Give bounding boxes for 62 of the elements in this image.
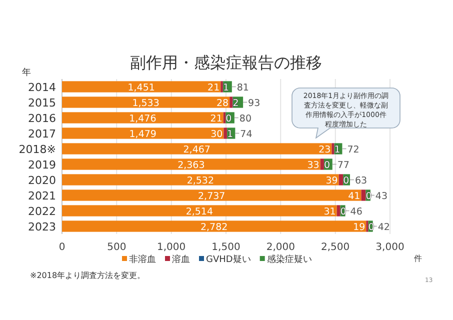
data-label: 2,514 xyxy=(186,206,214,218)
data-label: 80 xyxy=(239,113,252,124)
x-tick-label: 3,000 xyxy=(376,242,404,253)
data-label: 81 xyxy=(236,82,249,94)
data-label: 31 xyxy=(324,206,336,218)
y-tick-label: 2015 xyxy=(28,96,56,110)
y-tick-label: 2017 xyxy=(28,127,56,140)
data-label: 93 xyxy=(248,98,260,109)
data-label: 1,476 xyxy=(129,113,156,124)
data-label: 2 xyxy=(232,98,239,109)
y-axis-title: 年 xyxy=(22,67,31,78)
data-label: 1,479 xyxy=(129,128,156,140)
data-label: 2,363 xyxy=(178,160,205,171)
x-tick-label: 500 xyxy=(107,242,126,253)
data-label: 77 xyxy=(337,160,350,171)
data-label: 0 xyxy=(226,113,232,124)
y-tick-label: 2020 xyxy=(28,174,56,187)
data-label: 2,782 xyxy=(200,222,228,233)
data-label: 19 xyxy=(353,222,366,233)
y-tick-label: 2021 xyxy=(28,189,56,202)
legend-label: 感染症疑い xyxy=(266,254,312,265)
data-label: 63 xyxy=(354,175,368,186)
x-tick-label: 2,000 xyxy=(266,242,295,253)
data-label: 2,467 xyxy=(183,144,210,156)
data-label: 28 xyxy=(216,98,229,109)
data-label: 1 xyxy=(334,144,340,156)
data-label: 43 xyxy=(375,190,388,202)
legend-label: 溶血 xyxy=(172,254,190,265)
data-label: 46 xyxy=(350,206,362,218)
data-label: 21 xyxy=(208,82,220,94)
x-tick-label: 1,000 xyxy=(157,242,186,253)
data-label: 39 xyxy=(326,175,338,186)
y-tick-label: 2022 xyxy=(28,204,56,218)
text: ※2018年より調査方法を変更。 xyxy=(30,271,146,280)
data-label: 74 xyxy=(240,128,252,140)
data-label: 2,737 xyxy=(198,190,226,202)
x-tick-label: 0 xyxy=(58,242,66,253)
data-label: 2,532 xyxy=(186,175,214,186)
data-label: 0 xyxy=(324,160,330,171)
chart-title: 副作用・感染症報告の推移 xyxy=(130,53,322,72)
data-label: 0 xyxy=(343,175,350,186)
data-label: 1 xyxy=(227,128,234,140)
legend-label: GVHD疑い xyxy=(206,254,251,265)
x-tick-label: 2,500 xyxy=(321,242,350,253)
y-tick-label: 2019 xyxy=(28,158,56,172)
data-label: 1 xyxy=(222,82,230,94)
data-label: 42 xyxy=(378,222,390,233)
y-tick-label: 2016 xyxy=(28,112,56,125)
data-label: 21 xyxy=(210,113,222,124)
data-label: 1,533 xyxy=(132,98,160,109)
y-tick-label: 2018※ xyxy=(18,142,56,156)
y-tick-label: 2014 xyxy=(28,80,56,94)
data-label: 72 xyxy=(347,144,360,156)
y-tick-label: 2023 xyxy=(28,220,56,234)
data-label: 23 xyxy=(318,144,331,156)
x-tick-label: 1,500 xyxy=(212,242,240,253)
data-label: 33 xyxy=(307,160,320,171)
x-axis-title: 件 xyxy=(414,254,422,263)
data-label: 1,451 xyxy=(128,82,155,94)
legend-label: 非溶血 xyxy=(129,254,156,265)
data-label: 30 xyxy=(210,128,223,140)
data-label: 41 xyxy=(348,190,360,202)
